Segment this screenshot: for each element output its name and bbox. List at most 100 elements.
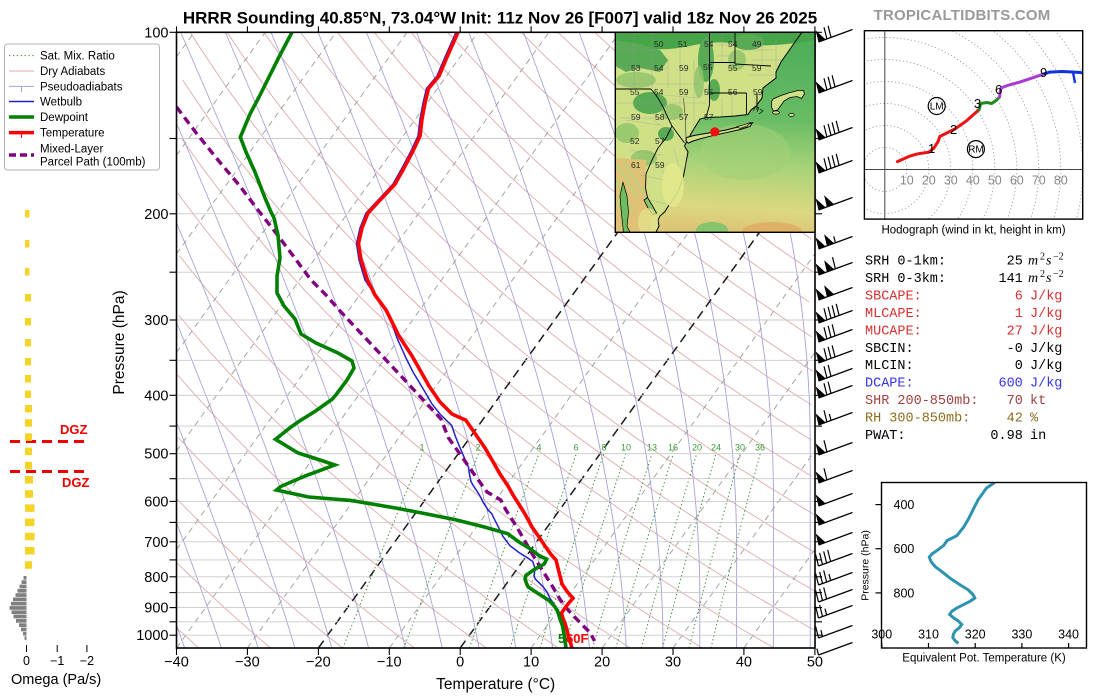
svg-text:6: 6 <box>573 443 578 453</box>
svg-text:Wetbulb: Wetbulb <box>40 97 82 109</box>
svg-text:J/kg: J/kg <box>1030 307 1062 322</box>
svg-text:−20: −20 <box>306 655 331 671</box>
svg-text:J/kg: J/kg <box>1030 342 1062 357</box>
svg-text:−40: −40 <box>164 655 189 671</box>
svg-text:kt: kt <box>1030 394 1046 409</box>
svg-text:10: 10 <box>621 443 631 453</box>
svg-text:600: 600 <box>998 377 1022 392</box>
svg-text:6: 6 <box>1015 289 1023 304</box>
svg-text:56: 56 <box>728 87 738 97</box>
svg-text:30: 30 <box>735 443 745 453</box>
svg-text:27: 27 <box>1007 324 1023 339</box>
svg-text:2: 2 <box>1040 269 1045 280</box>
svg-text:DGZ: DGZ <box>60 422 88 437</box>
svg-text:1: 1 <box>419 443 424 453</box>
svg-text:LM: LM <box>930 102 944 113</box>
svg-text:600: 600 <box>894 542 915 556</box>
svg-text:SHR 200-850mb:: SHR 200-850mb: <box>865 394 978 409</box>
svg-text:MLCAPE:: MLCAPE: <box>865 307 922 322</box>
svg-text:−10: −10 <box>377 655 402 671</box>
svg-text:25: 25 <box>1007 255 1023 270</box>
svg-text:55: 55 <box>703 62 713 72</box>
svg-text:in: in <box>1030 429 1046 444</box>
svg-text:59: 59 <box>679 87 689 97</box>
svg-text:300: 300 <box>144 313 168 329</box>
svg-text:PWAT:: PWAT: <box>865 429 906 444</box>
svg-text:Equivalent Pot. Temperature (K: Equivalent Pot. Temperature (K) <box>902 653 1066 665</box>
svg-text:SRH 0-3km:: SRH 0-3km: <box>865 272 946 287</box>
svg-text:55: 55 <box>728 63 738 73</box>
svg-text:SRH 0-1km:: SRH 0-1km: <box>865 255 946 270</box>
svg-text:−2: −2 <box>1053 269 1064 280</box>
svg-text:m: m <box>1028 254 1038 269</box>
svg-text:60: 60 <box>1010 174 1024 188</box>
svg-text:59: 59 <box>679 63 689 73</box>
svg-text:60F: 60F <box>566 631 588 646</box>
svg-text:57: 57 <box>679 112 689 122</box>
svg-text:70: 70 <box>1007 394 1023 409</box>
svg-text:70: 70 <box>1032 174 1046 188</box>
svg-text:s: s <box>1046 271 1052 286</box>
svg-text:Omega (Pa/s): Omega (Pa/s) <box>11 672 101 688</box>
svg-text:J/kg: J/kg <box>1030 324 1062 339</box>
svg-text:54: 54 <box>704 39 714 49</box>
svg-text:Dewpoint: Dewpoint <box>40 112 89 124</box>
svg-text:SBCAPE:: SBCAPE: <box>865 289 922 304</box>
svg-text:400: 400 <box>894 498 915 512</box>
svg-text:10: 10 <box>523 655 539 671</box>
svg-text:−1: −1 <box>50 654 64 668</box>
svg-text:20: 20 <box>692 443 702 453</box>
svg-text:Sat. Mix. Ratio: Sat. Mix. Ratio <box>40 51 115 63</box>
svg-text:2: 2 <box>475 443 480 453</box>
svg-text:0: 0 <box>456 655 464 671</box>
svg-text:Dry Adiabats: Dry Adiabats <box>40 66 105 78</box>
svg-text:SBCIN:: SBCIN: <box>865 342 914 357</box>
svg-text:500: 500 <box>144 447 168 463</box>
svg-text:6: 6 <box>995 82 1002 97</box>
svg-text:49: 49 <box>752 39 762 49</box>
svg-text:5: 5 <box>558 631 565 646</box>
svg-text:1: 1 <box>1015 307 1023 322</box>
svg-text:2: 2 <box>950 122 957 137</box>
svg-text:J/kg: J/kg <box>1030 359 1062 374</box>
svg-text:51: 51 <box>678 39 688 49</box>
svg-text:Pseudoadiabats: Pseudoadiabats <box>40 82 123 94</box>
svg-text:DGZ: DGZ <box>62 475 90 490</box>
svg-text:8: 8 <box>601 443 606 453</box>
svg-text:55: 55 <box>630 87 640 97</box>
svg-text:141: 141 <box>998 272 1022 287</box>
svg-text:4: 4 <box>536 443 541 453</box>
svg-text:54: 54 <box>654 87 664 97</box>
svg-text:16: 16 <box>668 443 678 453</box>
svg-text:59: 59 <box>655 160 665 170</box>
svg-text:9: 9 <box>1040 65 1047 80</box>
svg-text:700: 700 <box>144 535 168 551</box>
svg-text:Pressure (hPa): Pressure (hPa) <box>860 530 872 601</box>
svg-text:13: 13 <box>647 443 657 453</box>
svg-text:Mixed-Layer: Mixed-Layer <box>40 144 103 156</box>
svg-text:MUCAPE:: MUCAPE: <box>865 324 922 339</box>
svg-text:RH 300-850mb:: RH 300-850mb: <box>865 412 970 427</box>
svg-text:42: 42 <box>1007 412 1023 427</box>
svg-text:400: 400 <box>144 388 168 404</box>
svg-text:320: 320 <box>965 628 986 642</box>
svg-text:10: 10 <box>900 174 914 188</box>
svg-text:1: 1 <box>928 141 935 156</box>
svg-text:200: 200 <box>144 207 168 223</box>
svg-text:0: 0 <box>1015 359 1023 374</box>
svg-text:30: 30 <box>665 655 681 671</box>
svg-text:54: 54 <box>654 63 664 73</box>
svg-text:58: 58 <box>655 112 665 122</box>
svg-text:80: 80 <box>1054 174 1068 188</box>
svg-text:J/kg: J/kg <box>1030 377 1062 392</box>
svg-text:50: 50 <box>988 174 1002 188</box>
svg-text:52: 52 <box>630 136 640 146</box>
svg-text:310: 310 <box>918 628 939 642</box>
svg-text:2: 2 <box>1040 252 1045 263</box>
svg-text:J/kg: J/kg <box>1030 289 1062 304</box>
svg-text:0.98: 0.98 <box>990 429 1022 444</box>
svg-text:TROPICALTIDBITS.COM: TROPICALTIDBITS.COM <box>874 7 1051 24</box>
svg-text:340: 340 <box>1058 628 1079 642</box>
svg-text:MLCIN:: MLCIN: <box>865 359 914 374</box>
svg-text:100: 100 <box>144 25 168 41</box>
